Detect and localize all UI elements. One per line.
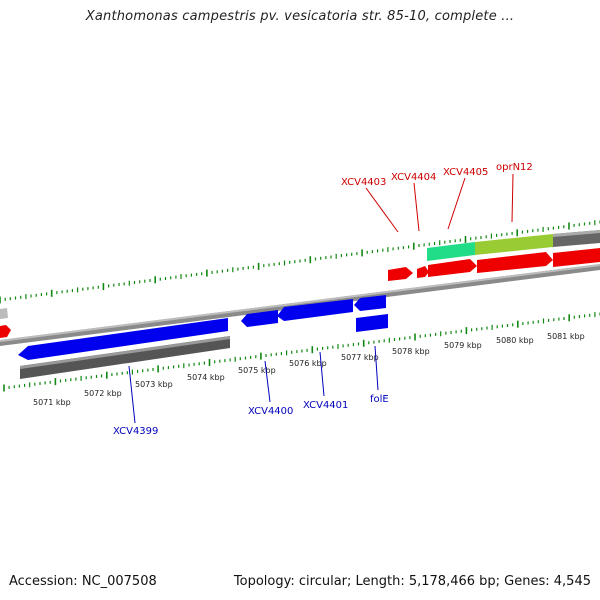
gene-label-xcv4399[interactable]: XCV4399 xyxy=(113,426,158,437)
scale-labels: 5071 kbp 5072 kbp 5073 kbp 5074 kbp 5075… xyxy=(33,332,585,407)
callout-line-xcv4404 xyxy=(413,182,420,232)
gene-label-xcv4400[interactable]: XCV4400 xyxy=(248,406,293,417)
callout-line-fole xyxy=(374,345,379,391)
feature-bar-teal[interactable] xyxy=(427,242,475,261)
scale-label-5078: 5078 kbp xyxy=(392,347,430,356)
feature-bar-grey-lower-highlight xyxy=(20,336,230,369)
callout-line-xcv4405 xyxy=(447,177,466,230)
callout-line-xcv4399 xyxy=(128,365,136,424)
gene-arrow-fole[interactable] xyxy=(354,295,386,311)
callout-line-xcv4400 xyxy=(264,360,271,403)
feature-bar-green[interactable] xyxy=(475,234,553,255)
gene-block-reverse-b[interactable] xyxy=(356,314,388,332)
callout-line-oprn12 xyxy=(511,173,514,223)
gene-label-oprn12[interactable]: oprN12 xyxy=(496,162,533,173)
map-title: Xanthomonas campestris pv. vesicatoria s… xyxy=(85,9,515,24)
gene-label-xcv4405[interactable]: XCV4405 xyxy=(443,167,488,178)
feature-bar-grey-lower[interactable] xyxy=(20,336,230,379)
gene-arrow-xcv4404[interactable] xyxy=(417,266,429,278)
gene-arrow-xcv4400[interactable] xyxy=(241,310,278,327)
gene-arrow-xcv4399[interactable] xyxy=(18,318,228,360)
lower-scale-ticks xyxy=(3,312,600,392)
gene-arrow-xcv4403[interactable] xyxy=(388,267,413,281)
gene-arrow-oprn12[interactable] xyxy=(477,252,553,273)
genome-backbone-highlight xyxy=(0,264,600,342)
scale-label-5071: 5071 kbp xyxy=(33,398,71,407)
callout-line-xcv4403 xyxy=(365,187,399,233)
scale-label-5079: 5079 kbp xyxy=(444,341,482,350)
genome-summary-text: Topology: circular; Length: 5,178,466 bp… xyxy=(233,574,591,589)
gene-arrow-edge-grey[interactable] xyxy=(0,308,8,319)
gene-label-xcv4401[interactable]: XCV4401 xyxy=(303,400,348,411)
gene-arrow-xcv4401[interactable] xyxy=(277,299,353,321)
scale-label-5072: 5072 kbp xyxy=(84,389,122,398)
gene-arrow-xcv4405[interactable] xyxy=(428,259,477,277)
gene-label-xcv4403[interactable]: XCV4403 xyxy=(341,177,386,188)
accession-text: Accession: NC_007508 xyxy=(9,574,157,589)
scale-label-5080: 5080 kbp xyxy=(496,336,534,345)
gene-arrow-edge-red[interactable] xyxy=(0,325,11,338)
scale-label-5081: 5081 kbp xyxy=(547,332,585,341)
gene-label-xcv4404[interactable]: XCV4404 xyxy=(391,172,436,183)
scale-label-5077: 5077 kbp xyxy=(341,353,379,362)
scale-label-5076: 5076 kbp xyxy=(289,359,327,368)
upper-scale-ticks xyxy=(0,220,600,304)
feature-bar-grey-upper-highlight xyxy=(553,230,600,237)
scale-label-5074: 5074 kbp xyxy=(187,373,225,382)
scale-label-5073: 5073 kbp xyxy=(135,380,173,389)
gene-label-fole[interactable]: folE xyxy=(370,394,389,405)
callout-line-xcv4401 xyxy=(319,351,325,397)
gene-arrow-right-edge[interactable] xyxy=(553,248,600,267)
scale-label-5075: 5075 kbp xyxy=(238,366,276,375)
